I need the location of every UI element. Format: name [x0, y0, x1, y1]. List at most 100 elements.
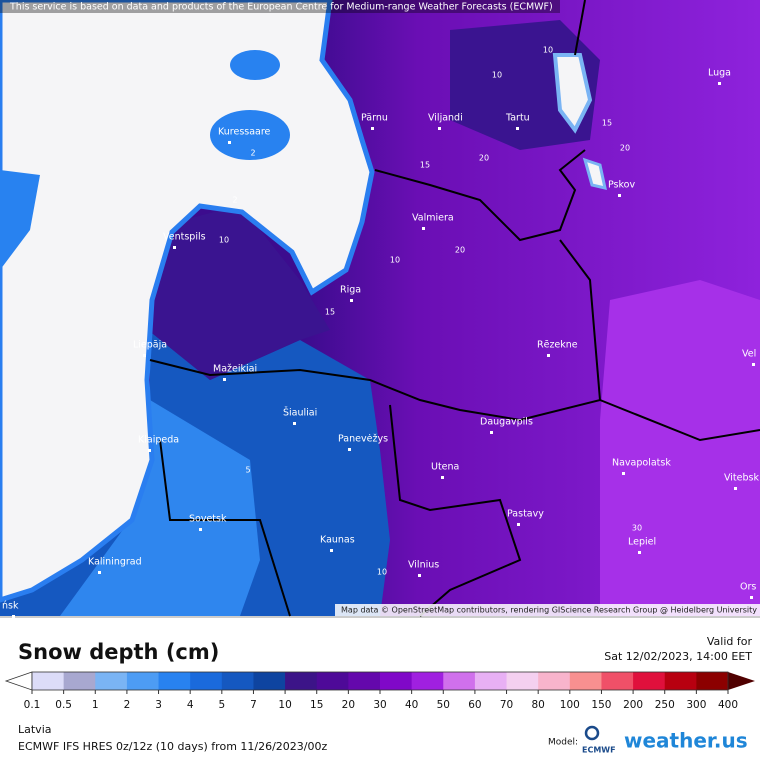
color-swatch [443, 672, 476, 690]
city-label: Luga [708, 68, 731, 79]
map-credit: Map data © OpenStreetMap contributors, r… [341, 606, 757, 615]
city-marker [12, 615, 15, 618]
contour-label: 20 [479, 154, 489, 163]
city-marker [173, 246, 176, 249]
city-label: Vitebsk [724, 473, 759, 484]
city-marker [330, 549, 333, 552]
contour-label: 10 [390, 256, 400, 265]
brand-logo: weather.us [624, 729, 748, 753]
color-swatch [253, 672, 286, 690]
color-swatch [474, 672, 508, 690]
tick-label: 40 [405, 699, 418, 711]
city-label: Vel [742, 349, 756, 360]
color-bar: 0.1 0.5 1 2 3 4 5 7 10 15 20 30 40 50 60 70 80 100 150 200 2… [4, 671, 755, 711]
color-swatch [32, 672, 65, 690]
city-marker [143, 354, 146, 357]
island [230, 50, 280, 80]
tick-label: 7 [250, 699, 257, 711]
city-marker [547, 354, 550, 357]
under-triangle [4, 671, 33, 691]
attribution: This service is based on data and produc… [9, 2, 553, 13]
city-label: Kuressaare [218, 127, 271, 138]
city-label: Lepiel [628, 537, 656, 548]
tick-label: 60 [468, 699, 481, 711]
valid-label: Valid for [707, 635, 753, 648]
city-label: Utena [431, 462, 459, 473]
tick-label: 250 [655, 699, 675, 711]
city-label: ńsk [2, 601, 19, 612]
city-marker [734, 487, 737, 490]
color-swatch [190, 672, 223, 690]
tick-label: 300 [686, 699, 706, 711]
city-marker [516, 127, 519, 130]
city-marker [638, 551, 641, 554]
city-marker [422, 227, 425, 230]
borders [149, 0, 760, 617]
city-marker [517, 523, 520, 526]
color-swatch [411, 672, 444, 690]
region: Latvia [18, 723, 52, 736]
contour-label: 10 [377, 568, 387, 577]
over-triangle [728, 672, 755, 690]
color-swatch [506, 672, 539, 690]
city-marker [418, 574, 421, 577]
city-marker [618, 194, 621, 197]
snow-field [600, 280, 760, 616]
city-marker [350, 299, 353, 302]
tick-label: 30 [373, 699, 386, 711]
tick-label: 100 [560, 699, 580, 711]
city-marker [199, 528, 202, 531]
contour-label: 15 [420, 161, 430, 170]
island [210, 110, 290, 160]
city-label: Kaunas [320, 535, 355, 546]
color-swatch [285, 672, 318, 690]
city-label: Viljandi [428, 113, 463, 124]
credit-background [335, 604, 760, 616]
city-label: Valmiera [412, 213, 454, 224]
city-marker [148, 449, 151, 452]
color-swatch [633, 672, 666, 690]
city-label: Mažeikiai [213, 364, 257, 375]
color-swatch [348, 672, 381, 690]
city-marker [441, 476, 444, 479]
tick-label: 20 [342, 699, 355, 711]
city-label: Sovetsk [189, 514, 227, 525]
city-label: Riga [340, 285, 361, 296]
legend-title: Snow depth (cm) [18, 640, 219, 664]
map: This service is based on data and produc… [0, 0, 760, 617]
lake [582, 157, 607, 190]
tick-label: 5 [218, 699, 225, 711]
contour-label: 10 [219, 236, 229, 245]
tick-label: 15 [310, 699, 323, 711]
city-label: Ventspils [163, 232, 206, 243]
color-swatch [380, 672, 413, 690]
color-swatch [158, 672, 191, 690]
color-swatch [63, 672, 96, 690]
tick-label: 0.5 [55, 699, 72, 711]
tick-label: 2 [124, 699, 131, 711]
color-swatch [95, 672, 128, 690]
ecmwf-logo: ECMWF [582, 746, 616, 755]
city-marker [752, 363, 755, 366]
city-marker [348, 448, 351, 451]
contour-label: 10 [492, 71, 502, 80]
valid-time: Sat 12/02/2023, 14:00 EET [604, 650, 752, 663]
tick-label: 0.1 [24, 699, 41, 711]
city-label: Pskov [608, 180, 635, 191]
attribution-background [0, 0, 560, 13]
contour-label: 5 [245, 466, 250, 475]
city-marker [438, 127, 441, 130]
city-label: Daugavpils [480, 417, 533, 428]
map-labels: Pärnu Viljandi Tartu Luga Kuressaare Pskov Val… [2, 46, 759, 618]
city-marker [718, 82, 721, 85]
tick-label: 70 [500, 699, 513, 711]
city-label: Klaipeda [138, 435, 179, 446]
city-marker [371, 127, 374, 130]
ecmwf-icon [584, 725, 600, 741]
tick-label: 10 [278, 699, 291, 711]
color-swatch [126, 672, 160, 690]
tick-label: 80 [531, 699, 544, 711]
city-marker [98, 571, 101, 574]
city-label: Ors [740, 582, 756, 593]
